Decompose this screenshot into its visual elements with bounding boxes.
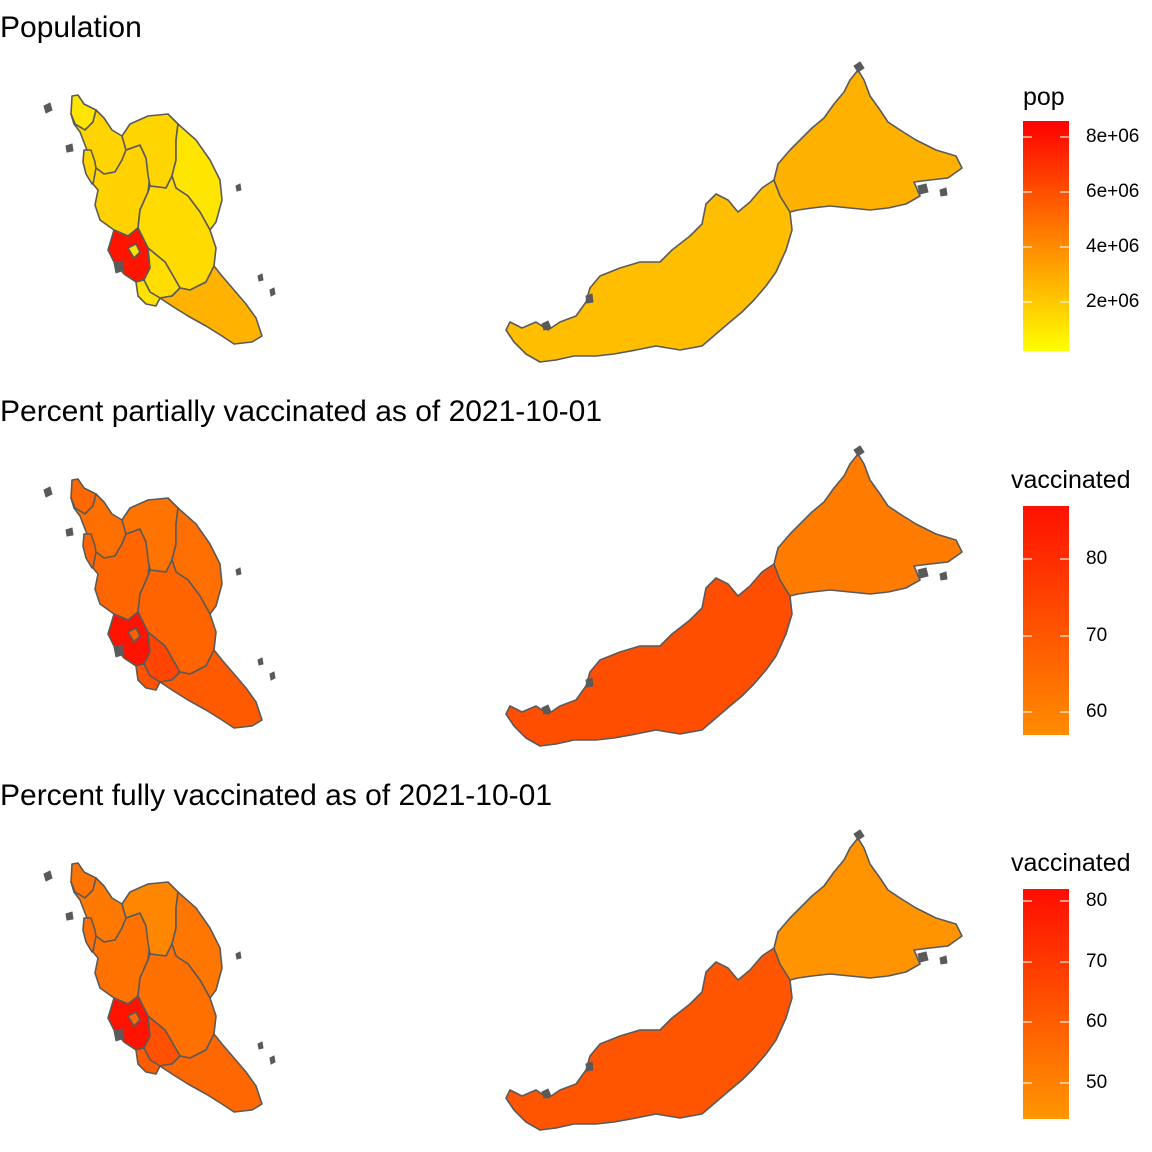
choropleth-map: [43, 61, 963, 363]
state-johor: [159, 1033, 263, 1113]
island: [257, 657, 264, 666]
island: [257, 273, 264, 282]
island: [917, 183, 929, 195]
legend-title: vaccinated: [1011, 849, 1131, 877]
state-sarawak: [505, 563, 793, 747]
island: [585, 293, 594, 304]
panel-title: Population: [0, 11, 142, 44]
legend-tick-label: 70: [1086, 624, 1108, 646]
legend-tick-label: 4e+06: [1086, 235, 1140, 257]
island: [585, 1061, 594, 1072]
legend-tick-label: 8e+06: [1086, 126, 1140, 148]
legend-tick-label: 80: [1086, 548, 1108, 570]
island: [269, 671, 276, 681]
island: [113, 644, 125, 658]
island: [235, 567, 242, 576]
island: [541, 320, 552, 331]
island: [917, 951, 929, 963]
island: [917, 567, 929, 579]
island: [113, 1028, 125, 1042]
legend-tick-label: 80: [1086, 890, 1108, 912]
island: [853, 61, 865, 73]
island: [541, 704, 552, 715]
island: [585, 677, 594, 688]
island: [65, 527, 74, 537]
island: [269, 1055, 276, 1065]
island: [65, 911, 74, 921]
panel-population: Population: [0, 0, 1152, 384]
island: [43, 102, 53, 114]
state-johor: [159, 649, 263, 729]
legend-tick-label: 2e+06: [1086, 290, 1140, 312]
legend-title: vaccinated: [1011, 466, 1131, 494]
island: [939, 187, 948, 197]
island: [235, 183, 242, 192]
state-sabah: [773, 453, 963, 597]
state-sabah: [773, 837, 963, 981]
island: [113, 260, 125, 274]
island: [43, 870, 53, 882]
state-kl: [127, 627, 141, 643]
panel-partially-vaccinated: Percent partially vaccinated as of 2021-…: [0, 384, 1152, 768]
legend-tick-label: 6e+06: [1086, 181, 1140, 203]
legend-tick-label: 70: [1086, 950, 1108, 972]
choropleth-map: [43, 445, 963, 747]
state-melaka: [135, 279, 161, 307]
state-johor: [159, 265, 263, 345]
legend-tick-label: 60: [1086, 701, 1108, 723]
island: [269, 287, 276, 297]
panel-fully-vaccinated: Percent fully vaccinated as of 2021-10-0…: [0, 768, 1152, 1152]
legend-tick-label: 60: [1086, 1011, 1108, 1033]
state-melaka: [135, 663, 161, 691]
state-melaka: [135, 1047, 161, 1075]
state-sabah: [773, 69, 963, 213]
island: [853, 829, 865, 841]
panel-title: Percent partially vaccinated as of 2021-…: [0, 395, 603, 428]
legend-tick-label: 50: [1086, 1071, 1108, 1093]
choropleth-map: [43, 829, 963, 1131]
island: [257, 1041, 264, 1050]
legend-colorbar: [1023, 121, 1069, 351]
state-sarawak: [505, 179, 793, 363]
island: [235, 951, 242, 960]
island: [853, 445, 865, 457]
state-sarawak: [505, 947, 793, 1131]
island: [939, 955, 948, 965]
state-kl: [127, 243, 141, 259]
legend-colorbar: [1023, 889, 1069, 1119]
island: [65, 143, 74, 153]
island: [939, 571, 948, 581]
island: [541, 1088, 552, 1099]
state-kl: [127, 1011, 141, 1027]
panel-title: Percent fully vaccinated as of 2021-10-0…: [0, 779, 552, 812]
island: [43, 486, 53, 498]
legend-title: pop: [1023, 83, 1065, 111]
legend-colorbar: [1023, 506, 1069, 735]
